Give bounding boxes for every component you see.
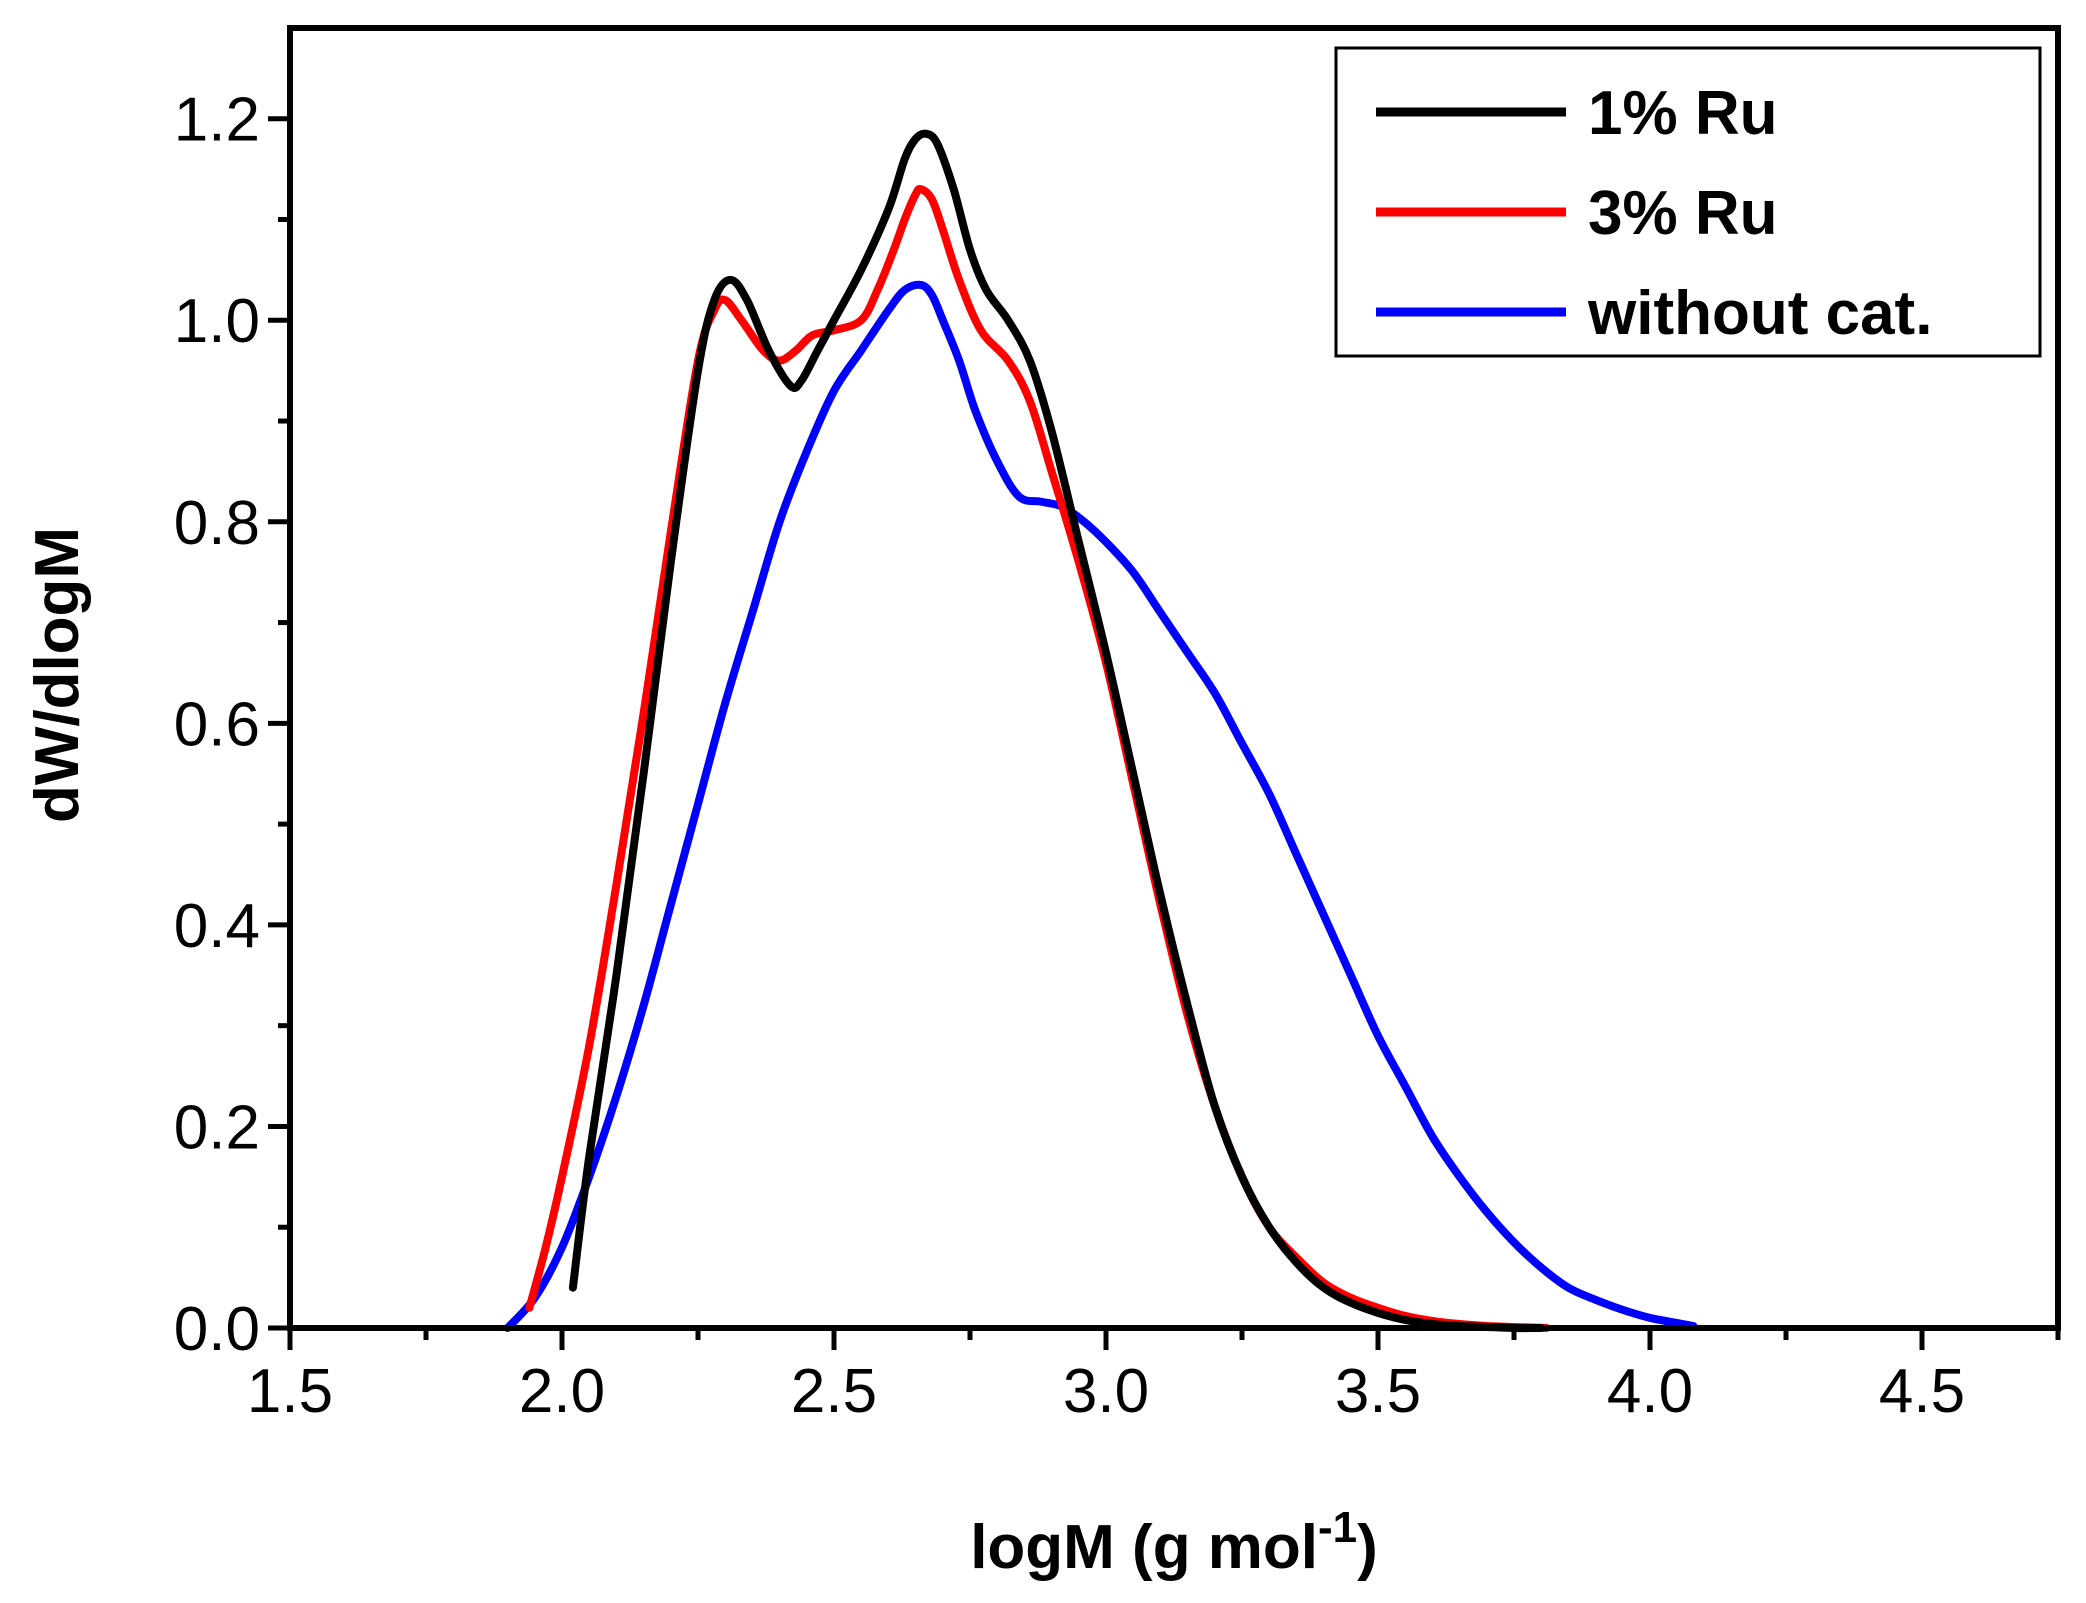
y-axis-tick-labels: 0.0 0.2 0.4 0.6 0.8 1.0 1.2: [174, 86, 260, 1364]
x-tick-label: 1.5: [247, 1357, 333, 1426]
series-line-1-ru: [568, 129, 1546, 1333]
x-tick-label: 2.0: [519, 1357, 605, 1426]
series-line-3-ru: [525, 184, 1551, 1332]
plot-lines: [503, 129, 1698, 1333]
legend: 1% Ru 3% Ru without cat.: [1334, 46, 2042, 358]
legend-label-3-ru: 3% Ru: [1588, 179, 1777, 248]
y-axis-title: dW/dlogM: [23, 527, 92, 823]
x-axis-title: logM (g mol-1): [970, 1503, 1378, 1582]
legend-label-without-cat: without cat.: [1587, 279, 1932, 348]
x-axis-title-superscript: -1: [1318, 1503, 1357, 1552]
y-tick-label: 0.0: [174, 1295, 260, 1364]
x-tick-label: 4.5: [1879, 1357, 1965, 1426]
y-tick-label: 1.2: [174, 86, 260, 155]
y-tick-label: 0.4: [174, 892, 260, 961]
x-axis-ticks: [287, 1328, 2061, 1350]
y-tick-label: 0.6: [174, 690, 260, 759]
legend-box: [1334, 46, 2042, 358]
plot-frame: [287, 25, 2061, 1331]
x-tick-label: 3.0: [1063, 1357, 1149, 1426]
x-axis-title-close: ): [1357, 1513, 1378, 1582]
x-axis-tick-labels: 1.5 2.0 2.5 3.0 3.5 4.0 4.5: [247, 1357, 1965, 1426]
x-tick-label: 4.0: [1607, 1357, 1693, 1426]
y-tick-label: 0.8: [174, 489, 260, 558]
x-tick-label: 3.5: [1335, 1357, 1421, 1426]
y-axis-ticks: [268, 116, 290, 1331]
series-line-without-cat: [503, 280, 1698, 1332]
x-axis-title-main: logM (g mol: [970, 1513, 1318, 1582]
x-tick-label: 2.5: [791, 1357, 877, 1426]
y-tick-label: 0.2: [174, 1093, 260, 1162]
legend-label-1-ru: 1% Ru: [1588, 79, 1777, 148]
y-tick-label: 1.0: [174, 287, 260, 356]
